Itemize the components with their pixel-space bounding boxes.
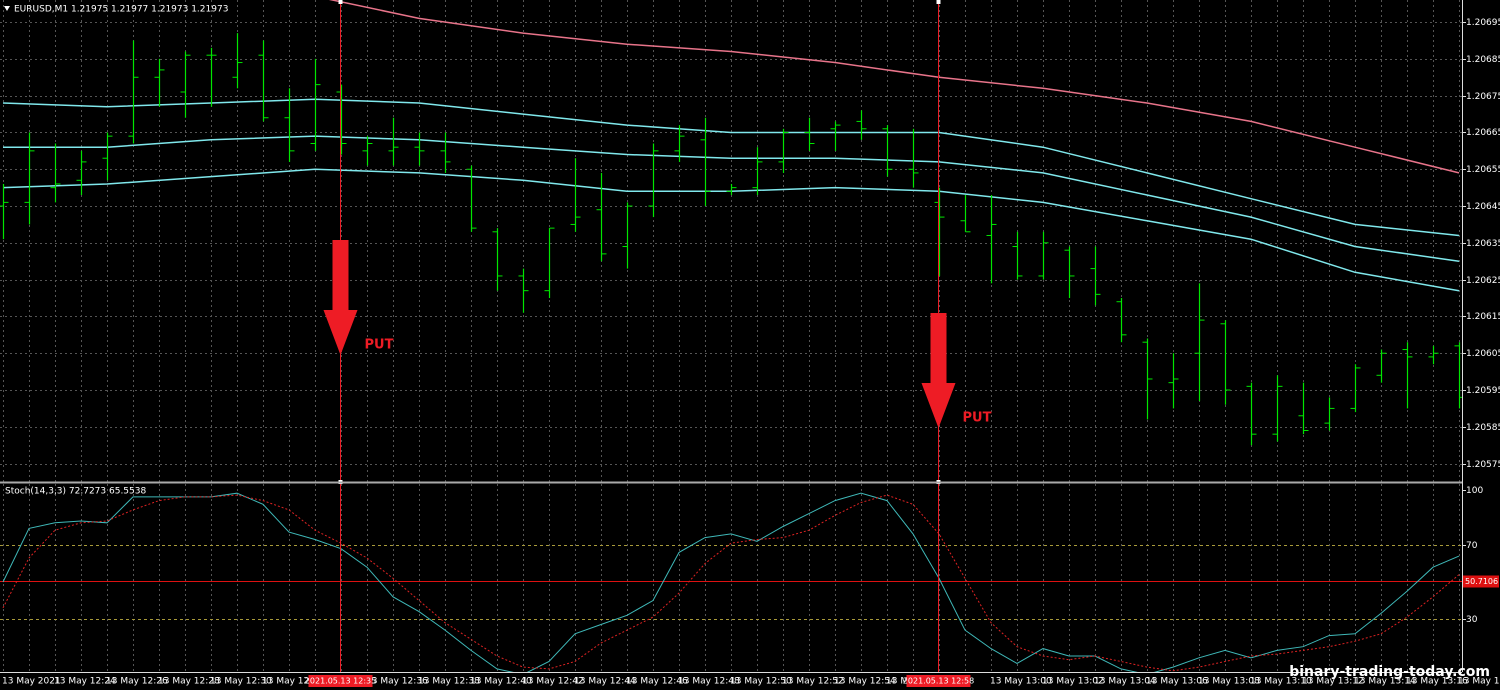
indicator-line	[2, 98, 1460, 237]
x-tick-label-highlight: 2021.05.13 12:58	[903, 677, 974, 686]
marker-label: 50.7106	[1465, 577, 1498, 586]
stoch-line	[2, 492, 1460, 672]
x-tick-label: 13 May 12:32	[262, 677, 324, 687]
y-tick-label: 1.20625	[1466, 276, 1500, 286]
y-tick-label: 1.20635	[1466, 239, 1500, 249]
x-tick-label: 13 May 12:36	[366, 677, 428, 687]
y-tick-label: 1.20595	[1466, 386, 1500, 396]
time-highlight	[308, 675, 373, 687]
put-label: PUT	[963, 411, 992, 426]
x-tick-label: 13 May 12:30	[210, 677, 272, 687]
stoch-panel	[0, 484, 1462, 672]
x-tick-label: 13 May 13:08	[1198, 677, 1260, 687]
y-tick-label: 1.20695	[1466, 18, 1500, 28]
main-panel	[0, 0, 1462, 482]
x-tick-label: 13 May 12:40	[470, 677, 532, 687]
x-tick-label: 13 May 12:44	[574, 677, 636, 687]
x-tick-label: 13 May 13:02	[1042, 677, 1104, 687]
y-tick-label: 1.20675	[1466, 92, 1500, 102]
x-tick-label: 13 May 12:24	[54, 677, 116, 687]
x-tick-label: 13 May 13:18	[1458, 677, 1500, 687]
put-arrow	[921, 313, 956, 428]
x-tick-label: 13 May 13:06	[1146, 677, 1208, 687]
x-tick-label: 13 May 12:38	[418, 677, 480, 687]
x-tick-label: 13 May 13:00	[990, 677, 1052, 687]
x-tick-label: 13 May 2021	[2, 677, 61, 687]
put-arrow	[323, 240, 358, 355]
x-tick-label: 13 May 12:26	[106, 677, 168, 687]
y-tick-label: 1.20655	[1466, 165, 1500, 175]
x-tick-label: 13 May 12:28	[158, 677, 220, 687]
x-tick-label: 13 May 12:54	[834, 677, 896, 687]
x-tick-label: 13 May 12:48	[678, 677, 740, 687]
y-tick-label: 1.20685	[1466, 55, 1500, 65]
line-handle	[936, 0, 941, 4]
chart-title: EURUSD,M1 1.21975 1.21977 1.21973 1.2197…	[14, 5, 228, 15]
time-highlight	[906, 675, 971, 687]
y-tick-label: 1.20585	[1466, 423, 1500, 433]
marker-box	[1463, 575, 1499, 588]
x-tick-label: 13 May 12:50	[730, 677, 792, 687]
y-tick-label: 1.20645	[1466, 202, 1500, 212]
stoch-title: Stoch(14,3,3) 72.7273 65.5538	[5, 487, 146, 497]
x-tick-label: 13 May 12:42	[522, 677, 584, 687]
watermark: binary-trading-today.com	[1289, 664, 1490, 680]
x-tick-label: 13 May 12:52	[782, 677, 844, 687]
x-tick-label: 13 May 13:12	[1302, 677, 1364, 687]
y-tick-label: 1.20665	[1466, 128, 1500, 138]
x-tick-label-highlight: 2021.05.13 12:35	[305, 677, 376, 686]
y-tick-label: 100	[1466, 486, 1483, 496]
x-tick-label: 13 May 13:10	[1250, 677, 1312, 687]
x-tick-label: 13 May 13:14	[1354, 677, 1416, 687]
indicator-line	[328, 0, 1460, 174]
y-tick-label: 1.20575	[1466, 460, 1500, 470]
line-handle	[338, 0, 343, 4]
y-tick-label: 30	[1466, 615, 1478, 625]
y-tick-label: 70	[1466, 541, 1478, 551]
y-tick-label: 1.20615	[1466, 312, 1500, 322]
y-tick-label: 1.20605	[1466, 349, 1500, 359]
x-tick-label: 13 May 13:16	[1406, 677, 1468, 687]
put-label: PUT	[365, 338, 394, 353]
indicator-line	[3, 135, 1460, 262]
x-tick-label: 13 May 13:04	[1094, 677, 1156, 687]
stoch-line	[2, 494, 1460, 672]
x-tick-label: 13 May 12:46	[626, 677, 688, 687]
menu-triangle	[4, 6, 10, 11]
